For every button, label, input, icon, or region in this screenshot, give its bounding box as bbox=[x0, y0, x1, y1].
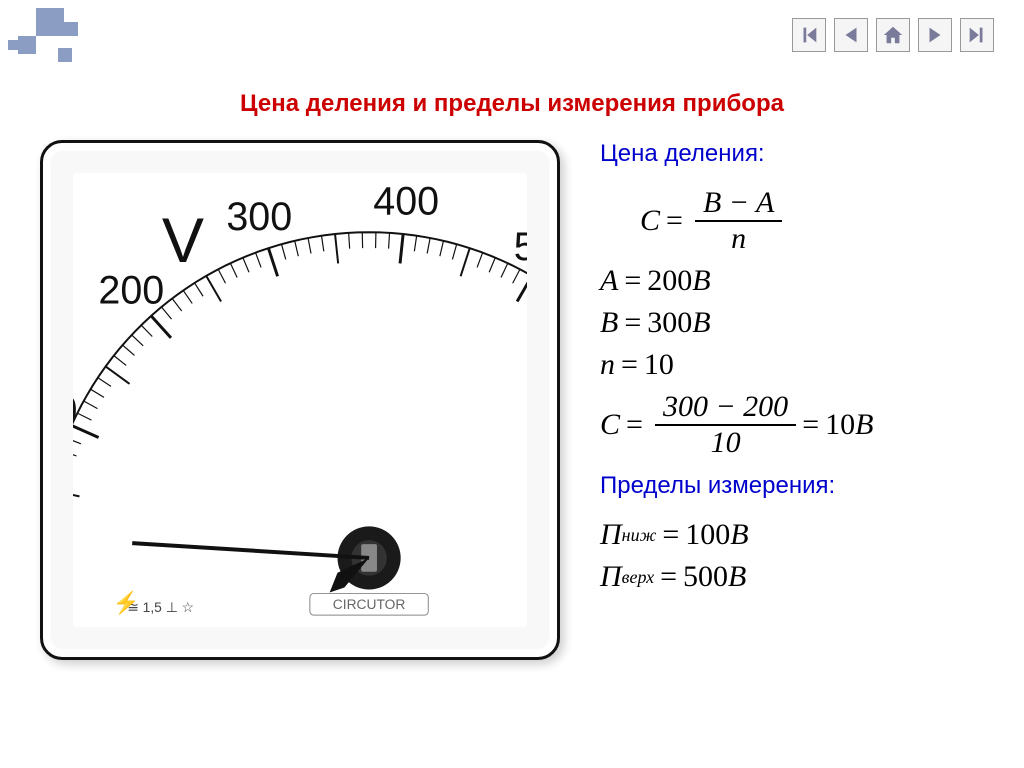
nav-bar bbox=[792, 18, 994, 52]
formula-c-lhs: C bbox=[640, 204, 660, 238]
last-icon bbox=[966, 24, 988, 46]
svg-text:400: 400 bbox=[373, 179, 439, 223]
nav-home-button[interactable] bbox=[876, 18, 910, 52]
formula-limit-low: Пниж = 100 В bbox=[600, 518, 1000, 552]
formula-b-value: B= 300 В bbox=[600, 306, 1000, 340]
svg-text:200: 200 bbox=[98, 269, 164, 313]
formula-panel: Цена деления: C = B − A n A= 200 В B= 30… bbox=[600, 140, 1000, 602]
nav-prev-button[interactable] bbox=[834, 18, 868, 52]
nav-next-button[interactable] bbox=[918, 18, 952, 52]
meter-brand-label: CIRCUTOR bbox=[333, 596, 406, 612]
svg-text:500: 500 bbox=[514, 225, 527, 269]
formula-c-calculation: C= 300 − 200 10 = 10 В bbox=[600, 390, 1000, 460]
decorative-squares bbox=[8, 8, 128, 78]
next-icon bbox=[924, 24, 946, 46]
nav-last-button[interactable] bbox=[960, 18, 994, 52]
heading-division-price: Цена деления: bbox=[600, 140, 1000, 168]
voltmeter-face: 0100200300400500 V CIRCUTOR ≅ 1,5 ⊥ ☆ ⚡ bbox=[73, 173, 527, 627]
nav-first-button[interactable] bbox=[792, 18, 826, 52]
meter-needle bbox=[132, 543, 369, 558]
heading-limits: Пределы измерения: bbox=[600, 472, 1000, 500]
first-icon bbox=[798, 24, 820, 46]
svg-text:100: 100 bbox=[73, 388, 77, 432]
formula-c-num: B − A bbox=[695, 186, 782, 220]
prev-icon bbox=[840, 24, 862, 46]
formula-n-value: n= 10 bbox=[600, 348, 1000, 382]
home-icon bbox=[882, 24, 904, 46]
formula-limit-high: Пверх = 500 В bbox=[600, 560, 1000, 594]
svg-text:300: 300 bbox=[226, 195, 292, 239]
meter-spec-lightning: ⚡ bbox=[112, 590, 139, 616]
formula-a-value: A= 200 В bbox=[600, 264, 1000, 298]
page-title: Цена деления и пределы измерения прибора bbox=[0, 90, 1024, 118]
voltmeter-svg: 0100200300400500 V CIRCUTOR ≅ 1,5 ⊥ ☆ ⚡ bbox=[73, 173, 527, 627]
formula-c-definition: C = B − A n bbox=[640, 186, 1000, 256]
formula-c-den: n bbox=[723, 222, 754, 256]
voltmeter: 0100200300400500 V CIRCUTOR ≅ 1,5 ⊥ ☆ ⚡ bbox=[40, 140, 560, 660]
meter-unit-label: V bbox=[162, 206, 204, 276]
